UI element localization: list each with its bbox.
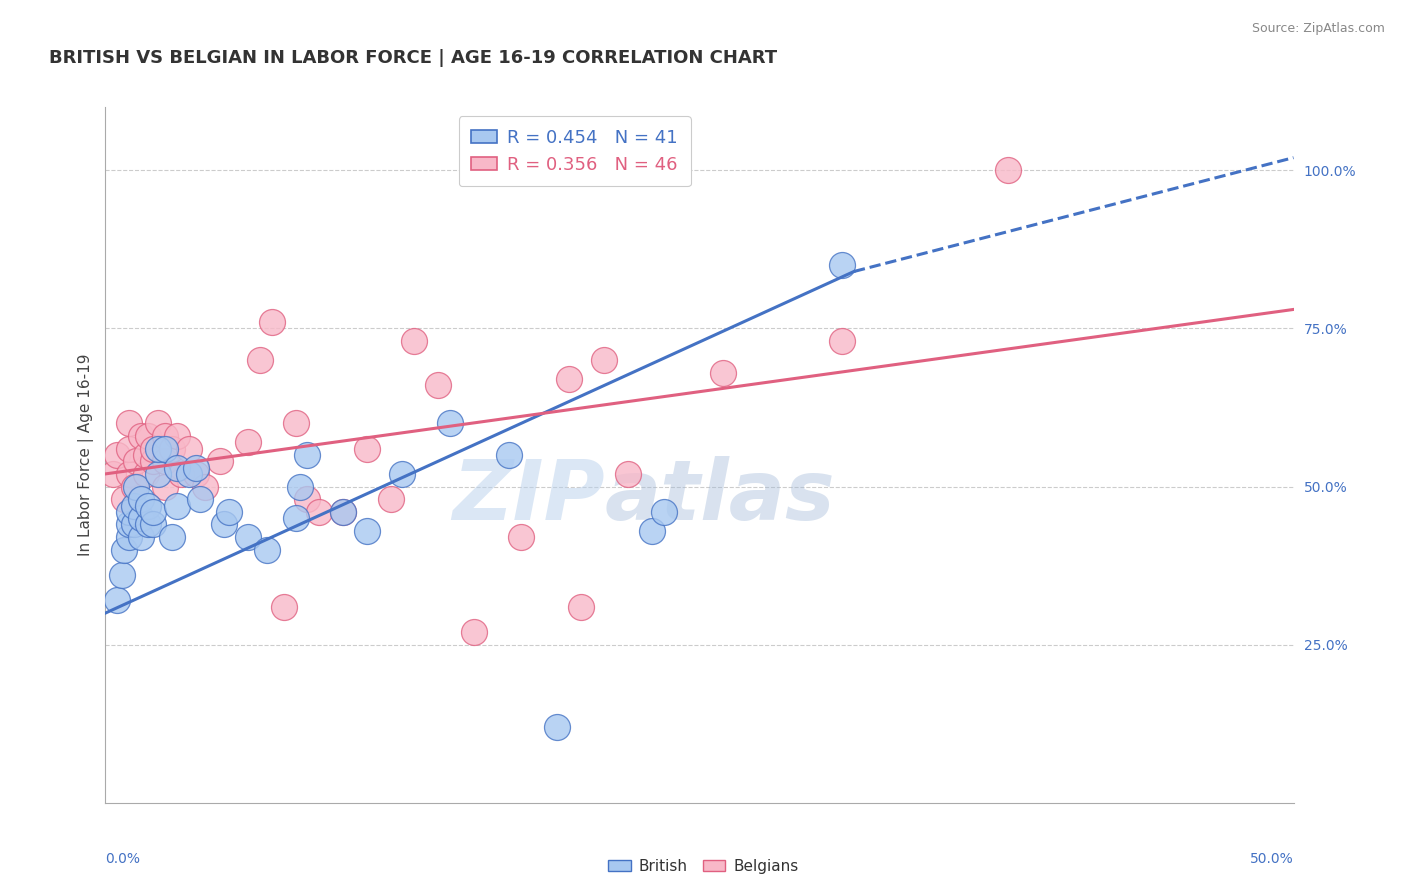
Point xyxy=(125,479,148,493)
Point xyxy=(177,442,200,456)
Point xyxy=(129,492,152,507)
Point xyxy=(135,467,157,481)
Text: BRITISH VS BELGIAN IN LABOR FORCE | AGE 16-19 CORRELATION CHART: BRITISH VS BELGIAN IN LABOR FORCE | AGE … xyxy=(49,49,778,67)
Point xyxy=(142,442,165,456)
Point xyxy=(711,366,734,380)
Point xyxy=(546,720,568,734)
Point xyxy=(249,353,271,368)
Point xyxy=(641,524,664,538)
Point xyxy=(166,499,188,513)
Point xyxy=(166,429,188,443)
Point xyxy=(111,568,134,582)
Point xyxy=(114,492,136,507)
Point xyxy=(510,530,533,544)
Point xyxy=(146,417,169,431)
Point xyxy=(136,517,159,532)
Point xyxy=(652,505,675,519)
Text: ZIP: ZIP xyxy=(451,456,605,537)
Point xyxy=(997,163,1019,178)
Point xyxy=(593,353,616,368)
Point xyxy=(101,467,124,481)
Point xyxy=(118,417,141,431)
Point xyxy=(463,625,485,640)
Point xyxy=(114,542,136,557)
Point xyxy=(214,517,236,532)
Point xyxy=(160,442,183,456)
Point xyxy=(558,372,581,386)
Point xyxy=(380,492,402,507)
Point xyxy=(427,378,450,392)
Point xyxy=(122,517,145,532)
Point xyxy=(142,505,165,519)
Point xyxy=(118,505,141,519)
Point xyxy=(160,530,183,544)
Point xyxy=(153,479,176,493)
Point xyxy=(129,511,152,525)
Point xyxy=(122,479,145,493)
Point xyxy=(105,593,128,607)
Point xyxy=(153,429,176,443)
Point xyxy=(332,505,354,519)
Point xyxy=(129,530,152,544)
Point xyxy=(356,442,378,456)
Point xyxy=(146,467,169,481)
Point xyxy=(297,448,319,462)
Point xyxy=(332,505,354,519)
Point xyxy=(273,599,295,614)
Point xyxy=(831,258,853,272)
Point xyxy=(290,479,312,493)
Point xyxy=(284,417,307,431)
Point xyxy=(356,524,378,538)
Text: Source: ZipAtlas.com: Source: ZipAtlas.com xyxy=(1251,22,1385,36)
Point xyxy=(236,530,259,544)
Point xyxy=(284,511,307,525)
Point xyxy=(184,460,207,475)
Point xyxy=(208,454,231,468)
Point xyxy=(308,505,330,519)
Point xyxy=(391,467,413,481)
Legend: R = 0.454   N = 41, R = 0.356   N = 46: R = 0.454 N = 41, R = 0.356 N = 46 xyxy=(458,116,690,186)
Y-axis label: In Labor Force | Age 16-19: In Labor Force | Age 16-19 xyxy=(79,353,94,557)
Point xyxy=(260,315,283,329)
Point xyxy=(118,467,141,481)
Text: 50.0%: 50.0% xyxy=(1250,852,1294,865)
Point xyxy=(118,517,141,532)
Point xyxy=(142,454,165,468)
Point xyxy=(125,454,148,468)
Point xyxy=(297,492,319,507)
Point xyxy=(153,454,176,468)
Text: 0.0%: 0.0% xyxy=(105,852,141,865)
Point xyxy=(177,467,200,481)
Point xyxy=(146,442,169,456)
Point xyxy=(190,492,212,507)
Point xyxy=(236,435,259,450)
Point xyxy=(831,334,853,348)
Point xyxy=(184,467,207,481)
Point xyxy=(166,460,188,475)
Point xyxy=(569,599,592,614)
Point xyxy=(142,517,165,532)
Point xyxy=(136,499,159,513)
Point xyxy=(498,448,520,462)
Point xyxy=(118,442,141,456)
Point xyxy=(136,429,159,443)
Point xyxy=(439,417,461,431)
Text: atlas: atlas xyxy=(605,456,835,537)
Point xyxy=(617,467,640,481)
Point xyxy=(218,505,240,519)
Point xyxy=(404,334,426,348)
Point xyxy=(256,542,278,557)
Point xyxy=(194,479,217,493)
Legend: British, Belgians: British, Belgians xyxy=(602,853,804,880)
Point xyxy=(129,429,152,443)
Point xyxy=(122,499,145,513)
Point xyxy=(135,448,157,462)
Point xyxy=(153,442,176,456)
Point xyxy=(170,467,193,481)
Point xyxy=(118,530,141,544)
Point xyxy=(105,448,128,462)
